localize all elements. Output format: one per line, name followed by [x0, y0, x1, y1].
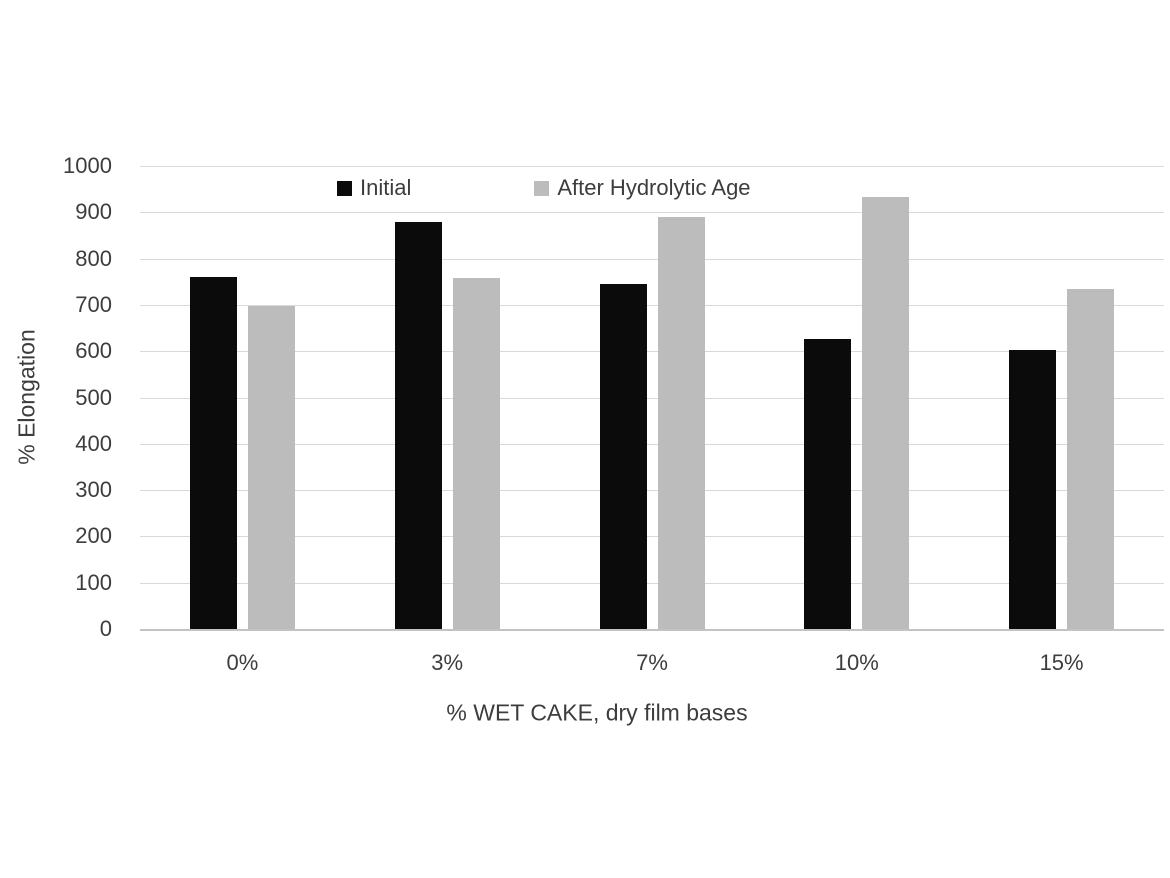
y-tick-label-500: 500	[75, 384, 112, 410]
gridline-y-700	[140, 304, 1164, 306]
y-tick-label-200: 200	[75, 523, 112, 549]
bar-after-hydrolytic-age-7%	[657, 217, 705, 629]
x-tick-label-0%: 0%	[226, 650, 259, 675]
gridline-y-200	[140, 536, 1164, 538]
gridline-y-100	[140, 582, 1164, 584]
gridline-y-500	[140, 397, 1164, 399]
gridline-y-400	[140, 443, 1164, 445]
y-tick-label-100: 100	[75, 569, 112, 595]
y-tick-label-700: 700	[75, 291, 112, 317]
y-tick-label-600: 600	[75, 338, 112, 364]
legend-label-after-hydrolytic-age: After Hydrolytic Age	[557, 175, 751, 200]
x-axis-title: % WET CAKE, dry film bases	[446, 699, 748, 726]
bar-initial-3%	[394, 221, 442, 629]
gridline-y-800	[140, 258, 1164, 260]
gridline-y-1000	[140, 166, 1164, 167]
legend-swatch-initial	[337, 180, 352, 196]
legend-swatch-after-hydrolytic-age	[534, 180, 550, 196]
legend-item-after-hydrolytic-age: After Hydrolytic Age	[534, 175, 751, 201]
bar-after-hydrolytic-age-15%	[1067, 289, 1115, 629]
gridline-y-600	[140, 351, 1164, 353]
y-tick-label-400: 400	[75, 430, 112, 456]
legend-label-initial: Initial	[360, 175, 412, 200]
y-tick-label-0: 0	[99, 616, 112, 641]
y-tick-label-1000: 1000	[63, 153, 112, 178]
y-tick-label-800: 800	[75, 245, 112, 271]
bar-after-hydrolytic-age-10%	[862, 197, 910, 629]
x-tick-label-10%: 10%	[834, 650, 879, 675]
x-axis-line	[140, 629, 1164, 631]
bar-after-hydrolytic-age-0%	[247, 305, 295, 629]
x-tick-label-3%: 3%	[431, 650, 464, 675]
gridline-y-300	[140, 490, 1164, 492]
gridline-y-900	[140, 212, 1164, 214]
bar-initial-15%	[1009, 349, 1057, 629]
plot-area	[140, 166, 1164, 631]
x-tick-label-7%: 7%	[636, 650, 668, 675]
bar-after-hydrolytic-age-3%	[452, 278, 500, 629]
legend-item-initial: Initial	[337, 175, 411, 201]
bar-initial-0%	[189, 277, 237, 629]
legend: Initial After Hydrolytic Age	[337, 175, 751, 201]
y-tick-label-300: 300	[75, 477, 112, 503]
x-tick-label-15%: 15%	[1039, 650, 1084, 675]
bar-initial-7%	[599, 284, 647, 629]
bar-initial-10%	[804, 338, 852, 629]
y-tick-label-900: 900	[75, 199, 112, 225]
